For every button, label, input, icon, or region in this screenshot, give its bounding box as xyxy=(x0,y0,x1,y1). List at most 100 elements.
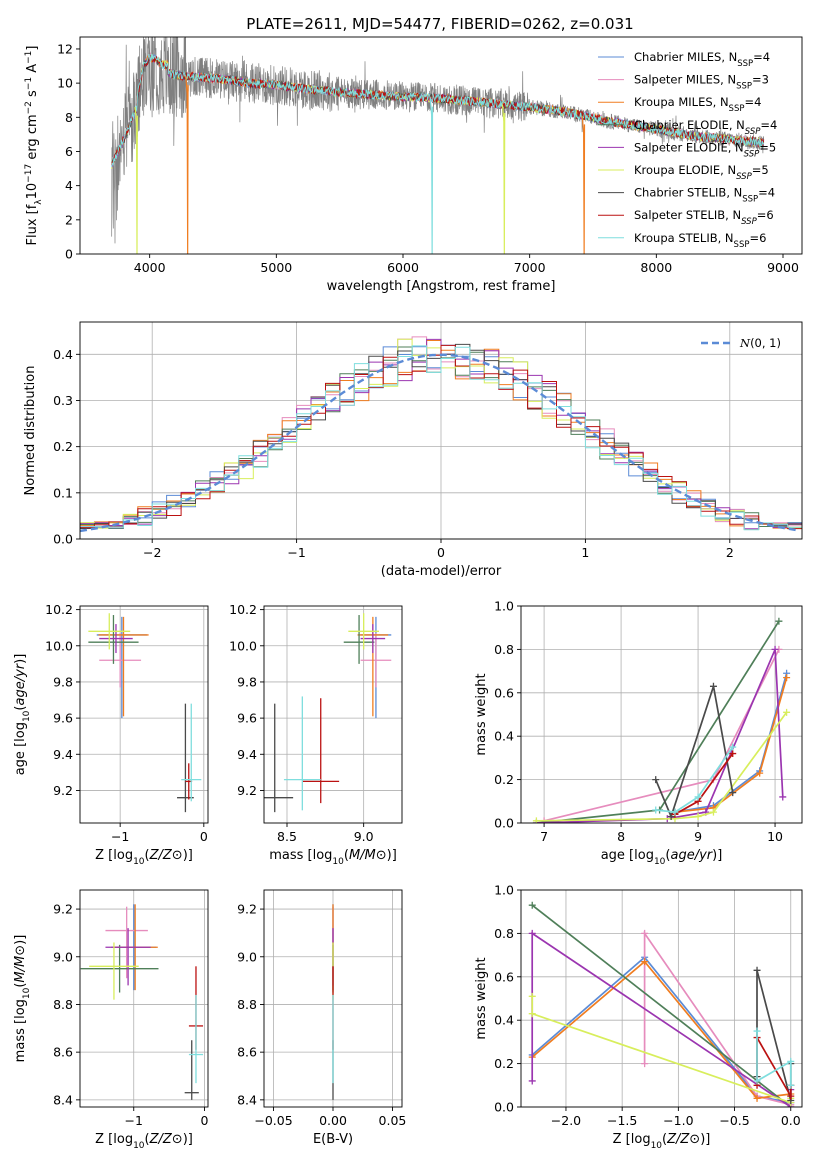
point-kroupa-stelib xyxy=(181,703,202,802)
y-tick-label: 0.2 xyxy=(53,439,73,454)
y-tick-label: 9.8 xyxy=(53,674,73,689)
x-tick-label: 0.05 xyxy=(379,1113,407,1128)
x-tick-label: −1 xyxy=(111,829,129,844)
x-tick-label: −0.05 xyxy=(254,1113,292,1128)
x-tick-label: 9000 xyxy=(767,260,799,275)
point-chabrier-stelib xyxy=(264,703,294,813)
point-salpeter-miles xyxy=(99,633,142,688)
legend-label: Kroupa MILES, NSSP=4 xyxy=(634,95,761,114)
weight-line-chabrier-elodie xyxy=(531,904,792,1107)
y-tick-label: 10.0 xyxy=(45,638,73,653)
weight-marker xyxy=(753,1094,761,1102)
weight-marker xyxy=(528,992,536,1000)
x-axis-label: Z [log10(Z/Z⊙)] xyxy=(95,848,193,867)
weight-marker xyxy=(667,812,675,820)
weight-marker xyxy=(756,769,764,777)
y-tick-label: 0.6 xyxy=(494,685,514,700)
point-kroupa-elodie xyxy=(88,613,131,650)
y-tick-label: 0.2 xyxy=(494,772,514,787)
y-axis-label: age [log10(age/yr)] xyxy=(13,654,32,776)
legend-label: Chabrier MILES, NSSP=4 xyxy=(634,50,770,69)
y-tick-label: 8.6 xyxy=(53,1045,73,1060)
weight-marker xyxy=(771,645,779,653)
weight-marker xyxy=(775,617,783,625)
y-tick-label: 8 xyxy=(65,110,73,125)
y-tick-label: 10.0 xyxy=(229,638,257,653)
point-salpeter-elodie xyxy=(105,928,151,986)
y-tick-label: 0.3 xyxy=(53,393,73,408)
y-tick-label: 0.1 xyxy=(53,485,73,500)
model-dip xyxy=(134,107,138,254)
y-tick-label: 8.8 xyxy=(53,997,73,1012)
residual-hist-chabrier-stelib xyxy=(80,343,802,529)
residual-hist-salpeter-stelib xyxy=(80,344,802,530)
x-tick-label: 8000 xyxy=(640,260,672,275)
point-chabrier-miles xyxy=(96,616,147,719)
y-tick-label: 9.0 xyxy=(53,949,73,964)
weight-marker xyxy=(528,929,536,937)
point-salpeter-miles xyxy=(360,633,392,688)
plot-area xyxy=(264,613,392,813)
x-tick-label: 9 xyxy=(694,829,702,844)
spectrum-legend: Chabrier MILES, NSSP=4 Salpeter MILES, NS… xyxy=(598,50,777,250)
weight-marker xyxy=(787,1092,795,1100)
x-tick-label: 0 xyxy=(200,1113,208,1128)
y-tick-label: 9.6 xyxy=(237,711,257,726)
y-tick-label: 1.0 xyxy=(494,599,514,614)
plot-area xyxy=(528,901,795,1107)
model-dip xyxy=(185,76,189,254)
weight-marker xyxy=(783,674,791,682)
y-tick-label: 0.8 xyxy=(494,642,514,657)
legend-label: Salpeter MILES, NSSP=3 xyxy=(634,73,769,92)
y-tick-label: 0.4 xyxy=(494,1013,514,1028)
x-axis-label: Z [log10(Z/Z⊙)] xyxy=(95,1132,193,1151)
weight-marker xyxy=(652,776,660,784)
weight-marker xyxy=(729,750,737,758)
gaussian-curve xyxy=(80,353,800,533)
weight-line-kroupa-stelib xyxy=(756,1031,792,1086)
residuals-y-label: Normed distribution xyxy=(23,366,38,496)
x-tick-label: 6000 xyxy=(387,260,419,275)
y-tick-label: 8.4 xyxy=(53,1092,73,1107)
weight-marker xyxy=(787,1081,795,1089)
model-kroupa-stelib xyxy=(111,53,765,168)
y-tick-label: 9.0 xyxy=(237,949,257,964)
model-dip xyxy=(581,115,586,254)
point-kroupa-elodie xyxy=(348,613,379,650)
spectrum-y-label: Flux [fλ10−17 erg cm−2 s−1 A−1] xyxy=(24,46,44,246)
panel-mass-vs-z: −1 0 8.4 8.6 8.8 9.0 9.2 Z [log10(Z/Z⊙)] mass [l… xyxy=(13,889,209,1151)
weight-marker xyxy=(532,817,540,823)
y-axis-label: mass weight xyxy=(474,673,489,755)
weight-marker xyxy=(709,682,717,690)
x-tick-label: 0.0 xyxy=(781,1113,801,1128)
weight-marker xyxy=(641,958,649,966)
y-tick-label: 12 xyxy=(57,41,73,56)
axes-frame xyxy=(79,889,209,1108)
y-axis-label: mass weight xyxy=(474,957,489,1039)
point-chabrier-elodie xyxy=(343,615,375,664)
axes-frame xyxy=(520,605,803,824)
legend-label: Kroupa STELIB, NSSP=6 xyxy=(634,231,766,250)
x-tick-label: 7 xyxy=(540,829,548,844)
weight-marker xyxy=(671,808,679,816)
x-axis-label: mass [log10(M/M⊙)] xyxy=(269,848,397,867)
weight-marker xyxy=(528,1010,536,1018)
weight-line-chabrier-miles xyxy=(531,956,791,1104)
y-tick-label: 9.2 xyxy=(53,902,73,917)
weight-marker xyxy=(641,929,649,937)
panel-weight-vs-age: 7 8 9 10 0.0 0.2 0.4 0.6 0.8 1.0 age [log10(age/yr… xyxy=(474,599,803,867)
weight-line-kroupa-elodie xyxy=(531,996,792,1104)
point-salpeter-miles xyxy=(105,906,148,979)
legend-label: Salpeter ELODIE, NSSP=5 xyxy=(634,140,776,159)
point-kroupa-miles xyxy=(98,616,149,717)
x-axis-label: E(B-V) xyxy=(313,1132,353,1147)
x-tick-label: 9.0 xyxy=(354,829,374,844)
weight-line-salpeter-miles xyxy=(643,930,792,1106)
x-tick-label: −1 xyxy=(125,1113,143,1128)
legend-label: N(0, 1) xyxy=(739,336,781,350)
y-tick-label: 8.6 xyxy=(237,1045,257,1060)
y-tick-label: 10.2 xyxy=(229,602,257,617)
plot-area xyxy=(80,336,802,533)
legend-label: Kroupa ELODIE, NSSP=5 xyxy=(634,163,769,182)
x-tick-label: 1 xyxy=(581,545,589,560)
